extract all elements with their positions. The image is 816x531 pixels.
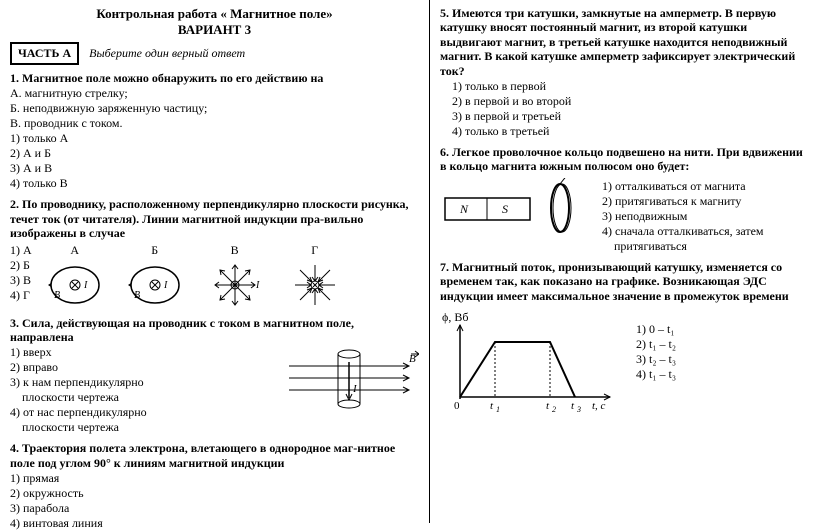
svg-text:I: I: [352, 383, 358, 395]
variant-label: ВАРИАНТ 3: [10, 22, 419, 38]
q3-a3: 3) к нам перпендикулярно: [10, 375, 257, 390]
question-1: 1. Магнитное поле можно обнаружить по ег…: [10, 71, 419, 191]
q1-a4: 4) только В: [10, 176, 419, 191]
q5-a2: 2) в первой и во второй: [452, 94, 806, 109]
left-column: Контрольная работа « Магнитное поле» ВАР…: [0, 0, 430, 523]
q2-a1: 1) А: [10, 243, 32, 258]
q5-a3: 3) в первой и третьей: [452, 109, 806, 124]
q3-prompt: 3. Сила, действующая на проводник с токо…: [10, 316, 354, 344]
q7-a1: 1) 0 – t₁: [636, 322, 806, 337]
q3-a1: 1) вверх: [10, 345, 257, 360]
q6-prompt: 6. Легкое проволочное кольцо подвешено н…: [440, 145, 803, 173]
q7-figure: ϕ, Вб 0 t1 t2 t3 t, с: [440, 307, 620, 417]
question-2: 2. По проводнику, расположенному перпенд…: [10, 197, 419, 309]
q3-a2: 2) вправо: [10, 360, 257, 375]
q6-a3: 3) неподвижным: [602, 209, 806, 224]
part-a-box: ЧАСТЬ А: [10, 42, 79, 65]
q7-a2: 2) t₁ – t₂: [636, 337, 806, 352]
q4-prompt: 4. Траектория полета электрона, влетающе…: [10, 441, 395, 469]
q2-figures: А B I Б B I: [40, 243, 350, 310]
part-a-instruction: Выберите один верный ответ: [89, 46, 245, 61]
svg-text:t: t: [546, 400, 550, 412]
svg-text:I: I: [163, 280, 168, 291]
q1-optC: В. проводник с током.: [10, 116, 419, 131]
q7-zero: 0: [454, 400, 460, 412]
q2-a2: 2) Б: [10, 258, 32, 273]
question-5: 5. Имеются три катушки, замкнутые на амп…: [440, 6, 806, 139]
doc-title: Контрольная работа « Магнитное поле»: [10, 6, 419, 22]
question-7: 7. Магнитный поток, пронизывающий катушк…: [440, 260, 806, 417]
svg-text:1: 1: [496, 405, 500, 414]
question-4: 4. Траектория полета электрона, влетающе…: [10, 441, 419, 531]
q6-figure: N S: [440, 178, 590, 238]
q6-a4b: притягиваться: [602, 239, 806, 254]
q2-label-D: Г: [311, 243, 318, 258]
svg-text:2: 2: [552, 405, 556, 414]
part-a-row: ЧАСТЬ А Выберите один верный ответ: [10, 42, 419, 65]
q2-a4: 4) Г: [10, 288, 32, 303]
q4-a1: 1) прямая: [10, 471, 419, 486]
q2-fig-A: B I: [40, 260, 110, 310]
q4-a2: 2) окружность: [10, 486, 419, 501]
question-6: 6. Легкое проволочное кольцо подвешено н…: [440, 145, 806, 254]
q7-ylabel: ϕ, Вб: [442, 310, 468, 324]
svg-text:t: t: [490, 400, 494, 412]
svg-text:B: B: [54, 290, 60, 301]
q1-a3: 3) А и В: [10, 161, 419, 176]
q5-a4: 4) только в третьей: [452, 124, 806, 139]
q6-a2: 2) притягиваться к магниту: [602, 194, 806, 209]
q2-label-B: Б: [151, 243, 158, 258]
q1-prompt: 1. Магнитное поле можно обнаружить по ег…: [10, 71, 323, 85]
q3-figure: B I: [269, 344, 419, 424]
q5-prompt: 5. Имеются три катушки, замкнутые на амп…: [440, 6, 795, 78]
svg-text:I: I: [255, 280, 260, 291]
svg-text:I: I: [83, 280, 88, 291]
q4-a3: 3) парабола: [10, 501, 419, 516]
q4-a4: 4) винтовая линия: [10, 516, 419, 531]
q1-optB: Б. неподвижную заряженную частицу;: [10, 101, 419, 116]
q7-a3: 3) t₂ – t₃: [636, 352, 806, 367]
q3-a4b: плоскости чертежа: [10, 420, 257, 435]
right-column: 5. Имеются три катушки, замкнутые на амп…: [430, 0, 816, 523]
q2-label-A: А: [70, 243, 79, 258]
q5-a1: 1) только в первой: [452, 79, 806, 94]
q7-a4: 4) t₁ – t₃: [636, 367, 806, 382]
q2-fig-B: B I: [120, 260, 190, 310]
svg-text:t: t: [571, 400, 575, 412]
question-3: 3. Сила, действующая на проводник с токо…: [10, 316, 419, 436]
q6-S: S: [502, 202, 508, 216]
svg-text:3: 3: [576, 405, 581, 414]
q2-a3: 3) В: [10, 273, 32, 288]
q3-a3b: плоскости чертежа: [10, 390, 257, 405]
q1-optA: А. магнитную стрелку;: [10, 86, 419, 101]
q2-fig-C: I: [200, 260, 270, 310]
q2-prompt: 2. По проводнику, расположенному перпенд…: [10, 197, 409, 240]
q2-label-C: В: [231, 243, 239, 258]
q1-a2: 2) А и Б: [10, 146, 419, 161]
q6-N: N: [459, 202, 469, 216]
q1-a1: 1) только А: [10, 131, 419, 146]
q6-a1: 1) отталкиваться от магнита: [602, 179, 806, 194]
q6-a4: 4) сначала отталкиваться, затем: [602, 224, 806, 239]
q2-fig-D: [280, 260, 350, 310]
svg-text:B: B: [134, 290, 140, 301]
q3-a4: 4) от нас перпендикулярно: [10, 405, 257, 420]
q7-prompt: 7. Магнитный поток, пронизывающий катушк…: [440, 260, 789, 303]
svg-text:B: B: [409, 353, 416, 365]
q7-xlabel: t, с: [592, 400, 606, 412]
